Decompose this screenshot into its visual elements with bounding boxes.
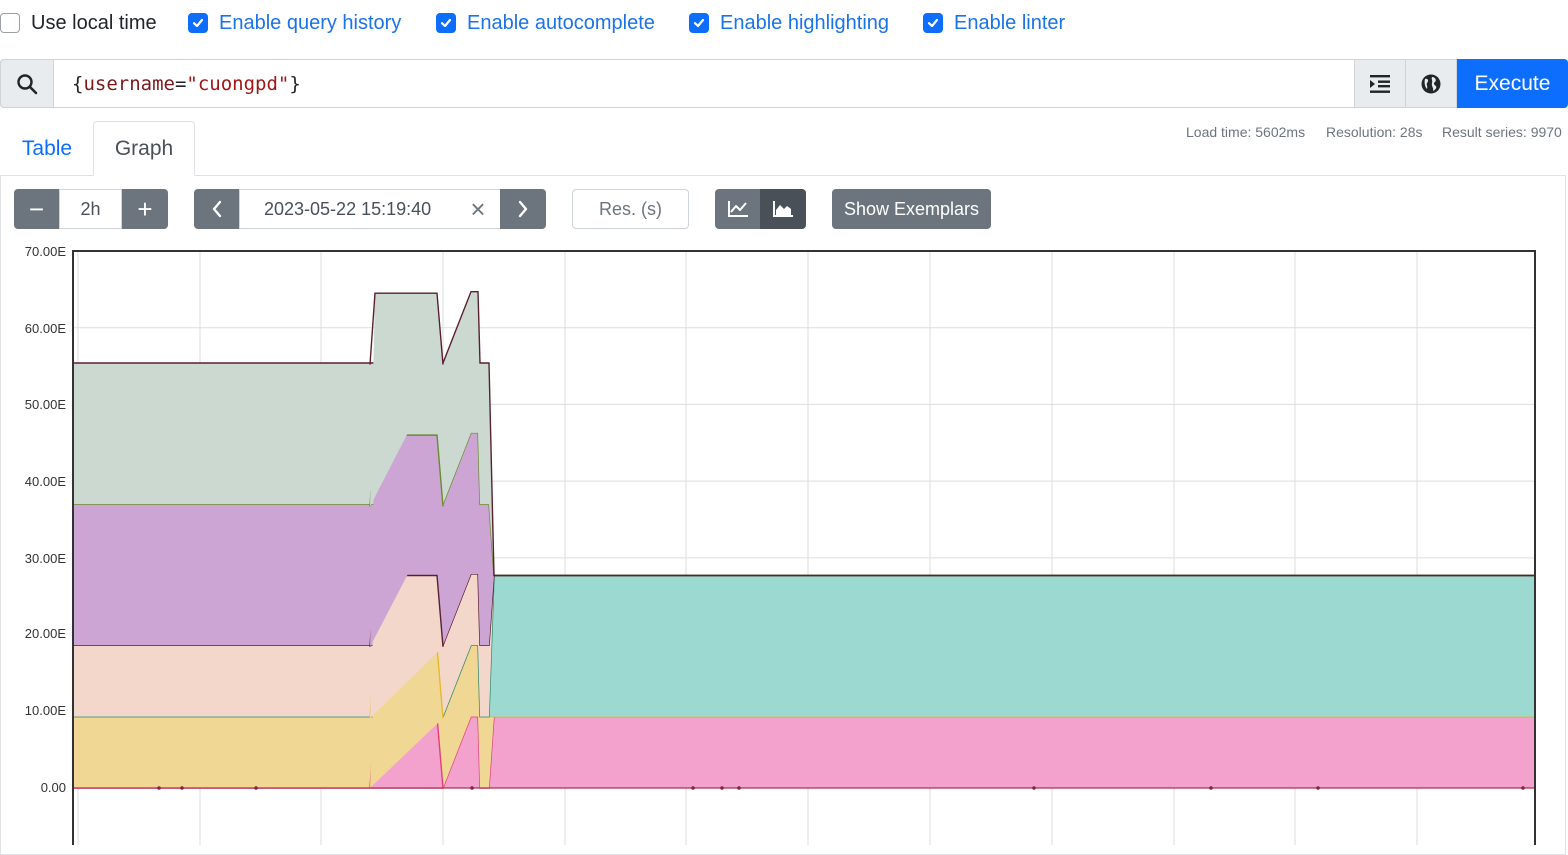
query-history-label: Enable query history	[219, 11, 402, 34]
data-point[interactable]	[737, 786, 741, 790]
series-area[interactable]	[370, 435, 443, 647]
y-tick-label: 60.00E	[24, 321, 66, 336]
check-icon	[927, 18, 939, 28]
series-area[interactable]	[73, 291, 1535, 576]
search-icon	[17, 73, 38, 94]
query-label-name: username	[83, 73, 175, 95]
option-query-history[interactable]: Enable query history	[188, 10, 401, 36]
option-highlighting[interactable]: Enable highlighting	[689, 10, 889, 36]
option-autocomplete[interactable]: Enable autocomplete	[436, 10, 655, 36]
check-icon	[440, 18, 452, 28]
resolution-input[interactable]: Res. (s)	[572, 189, 689, 229]
y-tick-label: 40.00E	[24, 474, 66, 489]
series-area[interactable]	[73, 575, 1535, 717]
query-close-brace: }	[289, 73, 301, 95]
data-point[interactable]	[1032, 786, 1036, 790]
y-tick-label: 10.00E	[24, 703, 66, 718]
metrics-explorer-button[interactable]	[1405, 59, 1457, 108]
resolution: Resolution: 28s	[1326, 124, 1423, 140]
result-series: Result series: 9970	[1442, 124, 1562, 140]
query-label-value: "cuongpd"	[186, 73, 290, 95]
y-tick-label: 0.00	[40, 780, 66, 795]
data-point[interactable]	[720, 786, 724, 790]
y-tick-label: 30.00E	[24, 551, 66, 566]
option-linter[interactable]: Enable linter	[923, 10, 1065, 36]
plot-border	[72, 250, 1536, 845]
data-point[interactable]	[1316, 786, 1320, 790]
query-bar	[0, 59, 1568, 108]
query-history-checkbox[interactable]	[188, 13, 208, 33]
end-time-value: 2023-05-22 15:19:40	[264, 198, 432, 219]
series-area[interactable]	[370, 293, 443, 507]
query-open-brace: {	[72, 73, 84, 95]
data-point[interactable]	[1521, 786, 1525, 790]
highlighting-label: Enable highlighting	[720, 11, 890, 34]
autocomplete-label: Enable autocomplete	[467, 11, 655, 34]
show-exemplars-button[interactable]: Show Exemplars	[832, 189, 991, 229]
option-use-local-time[interactable]: Use local time	[0, 10, 157, 36]
data-point[interactable]	[1209, 786, 1213, 790]
series-area[interactable]	[73, 716, 1535, 788]
data-point[interactable]	[254, 786, 258, 790]
range-decrease-button[interactable]: −	[14, 189, 59, 229]
query-expression-input[interactable]: {username="cuongpd"}	[72, 71, 301, 97]
use-local-time-label: Use local time	[31, 11, 157, 34]
chevron-left-icon	[212, 200, 221, 218]
series-line	[369, 292, 444, 365]
format-query-button[interactable]	[1354, 59, 1406, 108]
check-icon	[192, 18, 204, 28]
check-icon	[693, 18, 705, 28]
linter-label: Enable linter	[954, 11, 1066, 34]
time-forward-button[interactable]	[500, 189, 546, 229]
tab-graph[interactable]: Graph	[93, 121, 195, 176]
execute-button[interactable]: Execute	[1457, 59, 1568, 108]
time-back-button[interactable]	[194, 189, 239, 229]
range-increase-button[interactable]: +	[122, 189, 168, 229]
highlighting-checkbox[interactable]	[689, 13, 709, 33]
y-tick-label: 70.00E	[24, 244, 66, 259]
format-indent-icon	[1370, 74, 1390, 93]
tab-table[interactable]: Table	[21, 137, 73, 160]
line-chart-icon	[727, 201, 748, 217]
area-chart-icon	[773, 201, 793, 217]
stacked-mode-button[interactable]	[760, 189, 806, 229]
autocomplete-checkbox[interactable]	[436, 13, 456, 33]
unstacked-mode-button[interactable]	[715, 189, 760, 229]
load-time: Load time: 5602ms	[1186, 124, 1306, 140]
use-local-time-checkbox[interactable]	[0, 13, 20, 33]
y-axis-labels: 70.00E 60.00E 50.00E 40.00E 30.00E 20.00…	[0, 0, 70, 845]
globe-icon	[1421, 74, 1441, 93]
query-equals: =	[174, 73, 187, 95]
linter-checkbox[interactable]	[923, 13, 943, 33]
chevron-right-icon	[518, 200, 528, 218]
clear-end-time-button[interactable]: ×	[470, 193, 486, 224]
y-tick-label: 50.00E	[24, 397, 66, 412]
search-icon-button	[0, 59, 54, 108]
data-point[interactable]	[157, 786, 161, 790]
data-point[interactable]	[691, 786, 695, 790]
range-input[interactable]: 2h	[59, 189, 122, 229]
data-point[interactable]	[470, 786, 474, 790]
end-time-input[interactable]: 2023-05-22 15:19:40	[239, 189, 501, 229]
data-point[interactable]	[180, 786, 184, 790]
y-tick-label: 20.00E	[24, 626, 66, 641]
